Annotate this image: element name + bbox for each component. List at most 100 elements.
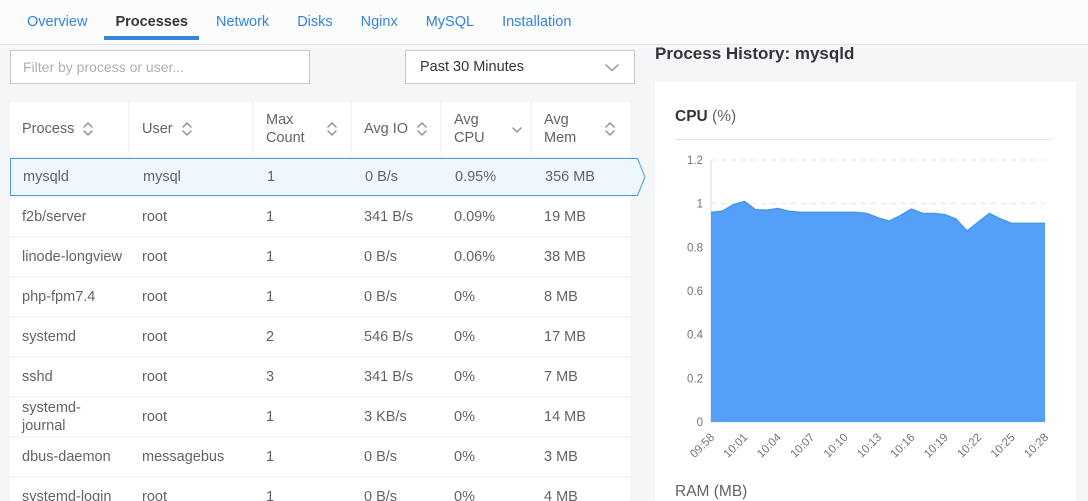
process-max-count: 1: [266, 208, 275, 225]
column-label: Process: [22, 120, 75, 137]
process-name: sshd: [22, 368, 53, 385]
process-history-title: Process History: mysqld: [655, 44, 855, 63]
process-avg-cpu: 0%: [454, 408, 475, 425]
svg-text:10:25: 10:25: [989, 432, 1018, 461]
cpu-usage-chart: 0 0.2 0.4 0.6 0.8 1 1.2 09:58 10:01 10:04 10:07 10:…: [675, 148, 1052, 475]
process-max-count: 1: [266, 288, 275, 305]
ram-chart-title: RAM (MB): [675, 483, 1052, 501]
process-user: root: [142, 328, 167, 345]
tab-overview[interactable]: Overview: [27, 14, 88, 30]
column-label: Max Count: [266, 111, 305, 146]
tab-installation[interactable]: Installation: [502, 14, 572, 30]
table-row-systemd-login[interactable]: systemd-login root 1 0 B/s 0% 4 MB: [10, 478, 630, 501]
svg-text:10:19: 10:19: [922, 432, 951, 461]
process-history-card: CPU (%) 0 0.2 0.4 0.6 0.8 1 1.2 09:58 10:01 10:04…: [655, 82, 1076, 501]
svg-text:10:13: 10:13: [855, 432, 884, 461]
process-user: root: [142, 368, 167, 385]
process-avg-cpu: 0%: [454, 368, 475, 385]
column-header-process[interactable]: Process: [10, 102, 128, 156]
selected-row-arrow: [629, 158, 646, 196]
column-label: Avg CPU: [454, 111, 485, 146]
process-avg-cpu: 0%: [454, 488, 475, 501]
sort-toggle-icon: [83, 121, 94, 137]
process-max-count: 2: [266, 328, 275, 345]
table-row-systemd-journal[interactable]: systemd-journal root 1 3 KB/s 0% 14 MB: [10, 398, 630, 436]
process-user: mysql: [143, 168, 181, 185]
process-name: mysqld: [23, 168, 69, 185]
column-header-max-count[interactable]: Max Count: [254, 102, 350, 156]
column-header-avg-io[interactable]: Avg IO: [352, 102, 440, 156]
process-avg-mem: 17 MB: [544, 328, 586, 345]
svg-text:0.8: 0.8: [687, 242, 703, 254]
process-avg-cpu: 0.09%: [454, 208, 496, 225]
process-filter-input[interactable]: [10, 50, 310, 84]
tab-processes[interactable]: Processes: [104, 0, 199, 44]
svg-text:10:10: 10:10: [822, 432, 851, 461]
process-max-count: 1: [266, 248, 275, 265]
table-row-mysqld[interactable]: mysqld mysql 1 0 B/s 0.95% 356 MB: [10, 158, 646, 196]
process-name: f2b/server: [22, 208, 87, 225]
table-row-dbus-daemon[interactable]: dbus-daemon messagebus 1 0 B/s 0% 3 MB: [10, 438, 630, 476]
sort-desc-icon: [512, 121, 522, 137]
cpu-chart-title: CPU (%): [675, 108, 1052, 126]
column-header-avg-mem[interactable]: Avg Mem: [532, 102, 630, 156]
process-avg-mem: 356 MB: [545, 168, 595, 185]
svg-text:0.6: 0.6: [687, 286, 703, 298]
column-label: User: [142, 120, 173, 137]
svg-text:0.2: 0.2: [687, 373, 703, 385]
process-avg-io: 0 B/s: [364, 248, 398, 265]
process-user: root: [142, 408, 167, 425]
table-header-row: Process User Max Count Avg IO Avg CPU: [10, 102, 630, 156]
tab-network[interactable]: Network: [216, 14, 270, 30]
process-avg-mem: 3 MB: [544, 448, 578, 465]
sort-toggle-icon: [181, 121, 192, 137]
process-avg-mem: 4 MB: [544, 488, 578, 501]
svg-text:10:01: 10:01: [722, 432, 751, 461]
process-avg-cpu: 0%: [454, 448, 475, 465]
process-avg-cpu: 0%: [454, 328, 475, 345]
process-avg-cpu: 0%: [454, 288, 475, 305]
process-avg-cpu: 0.95%: [455, 168, 497, 185]
process-max-count: 3: [266, 368, 275, 385]
table-row-f2b-server[interactable]: f2b/server root 1 341 B/s 0.09% 19 MB: [10, 198, 630, 236]
column-header-user[interactable]: User: [130, 102, 252, 156]
table-row-linode-longview[interactable]: linode-longview root 1 0 B/s 0.06% 38 MB: [10, 238, 630, 276]
table-row-php-fpm[interactable]: php-fpm7.4 root 1 0 B/s 0% 8 MB: [10, 278, 630, 316]
process-avg-io: 546 B/s: [364, 328, 414, 345]
process-avg-cpu: 0.06%: [454, 248, 496, 265]
sort-toggle-icon: [327, 121, 337, 137]
process-user: root: [142, 208, 167, 225]
sort-toggle-icon: [605, 121, 615, 137]
tab-nginx[interactable]: Nginx: [360, 14, 398, 30]
process-avg-io: 341 B/s: [364, 368, 414, 385]
process-table: Process User Max Count Avg IO Avg CPU: [10, 102, 646, 501]
chevron-down-icon: [604, 63, 620, 72]
svg-text:09:58: 09:58: [688, 432, 717, 461]
process-user: root: [142, 488, 167, 501]
process-max-count: 1: [266, 448, 275, 465]
process-max-count: 1: [266, 408, 275, 425]
process-name: linode-longview: [22, 248, 122, 265]
process-name: php-fpm7.4: [22, 288, 96, 305]
tab-disks[interactable]: Disks: [297, 14, 333, 30]
process-avg-io: 3 KB/s: [364, 408, 407, 425]
process-avg-io: 0 B/s: [364, 488, 398, 501]
process-max-count: 1: [266, 488, 275, 501]
svg-text:1: 1: [697, 199, 703, 211]
svg-text:0.4: 0.4: [687, 330, 704, 342]
svg-text:0: 0: [697, 417, 703, 429]
time-range-select[interactable]: Past 30 Minutes: [405, 50, 635, 84]
tab-mysql[interactable]: MySQL: [425, 14, 475, 30]
table-row-sshd[interactable]: sshd root 3 341 B/s 0% 7 MB: [10, 358, 630, 396]
process-avg-mem: 38 MB: [544, 248, 586, 265]
column-header-avg-cpu[interactable]: Avg CPU: [442, 102, 530, 156]
process-avg-mem: 14 MB: [544, 408, 586, 425]
column-label: Avg IO: [364, 120, 409, 137]
process-name: systemd-journal: [22, 399, 81, 434]
tab-bar: Overview Processes Network Disks Nginx M…: [0, 0, 1088, 45]
svg-text:10:07: 10:07: [788, 432, 817, 461]
cpu-chart-divider: [675, 139, 1052, 140]
table-row-systemd[interactable]: systemd root 2 546 B/s 0% 17 MB: [10, 318, 630, 356]
svg-text:10:22: 10:22: [955, 432, 984, 461]
process-user: root: [142, 288, 167, 305]
